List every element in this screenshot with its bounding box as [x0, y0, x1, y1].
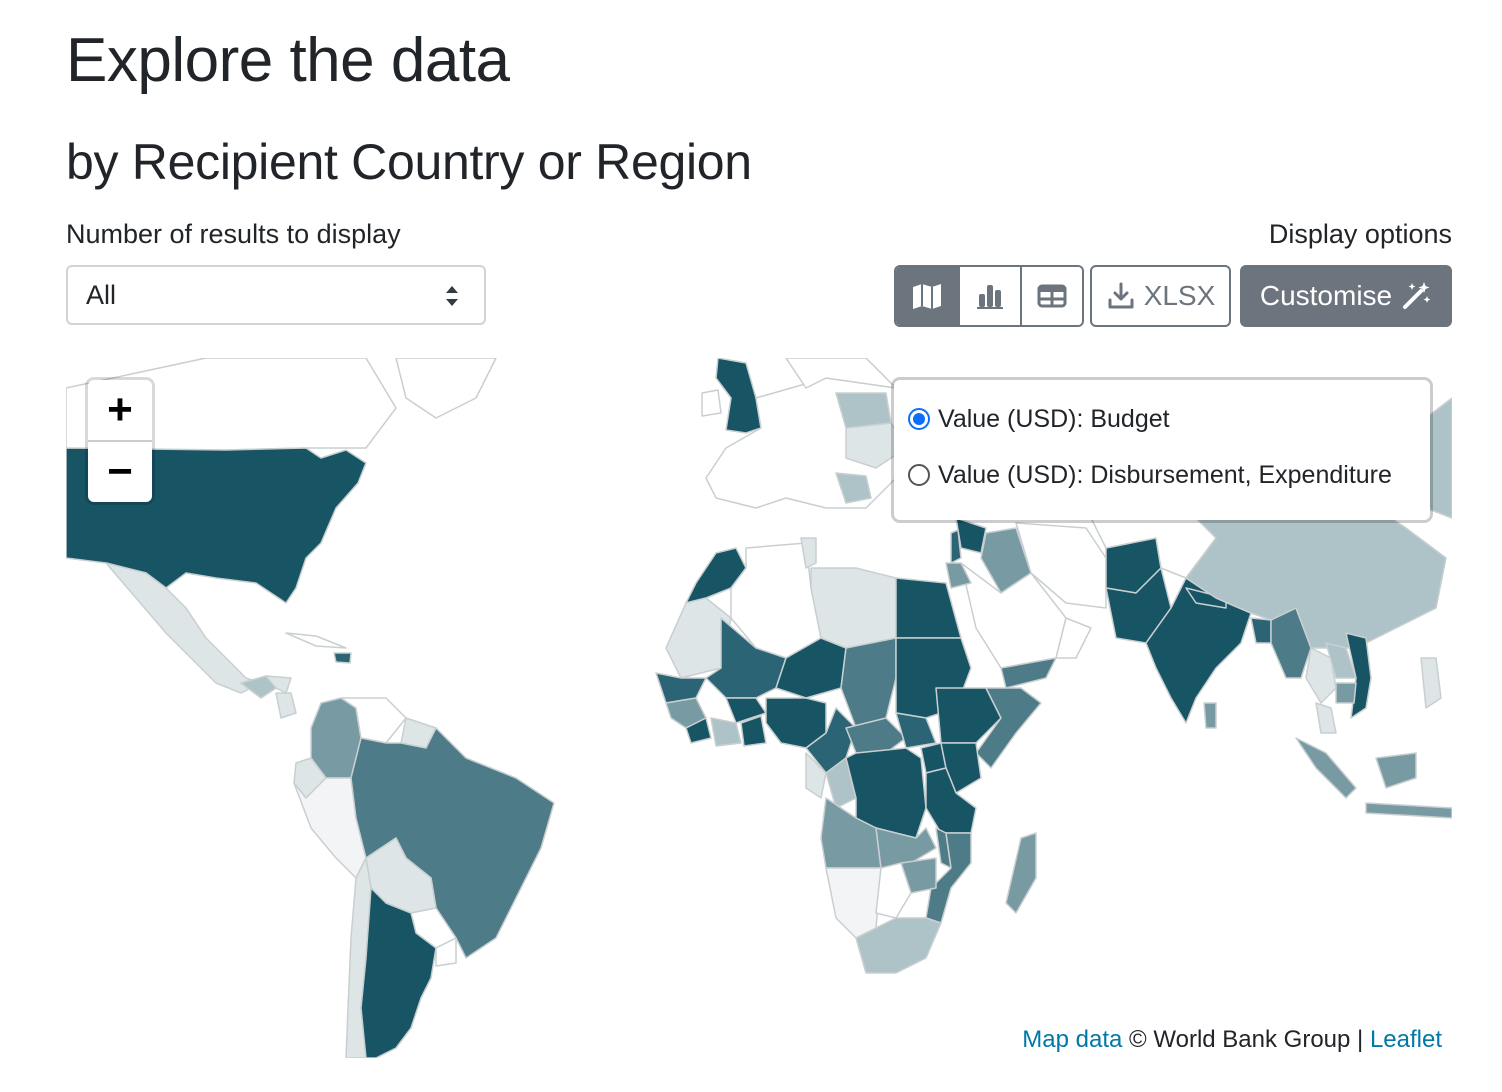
map-icon	[913, 284, 941, 309]
map-country-malaysia[interactable]	[1315, 702, 1337, 734]
map-country-yemen[interactable]	[1000, 657, 1057, 689]
map-country-central-african-republic[interactable]	[845, 717, 907, 754]
map-country-balkans[interactable]	[835, 472, 872, 504]
download-xlsx-button[interactable]: XLSX	[1090, 265, 1231, 327]
map-country-vietnam[interactable]	[1345, 632, 1372, 719]
map-country-gabon[interactable]	[805, 752, 827, 799]
map-country-morocco[interactable]	[685, 547, 747, 604]
results-count-select[interactable]: All	[66, 265, 486, 325]
map-country-thailand[interactable]	[1305, 647, 1337, 704]
magic-wand-icon	[1403, 282, 1431, 309]
layer-option-budget[interactable]: Value (USD): Budget	[908, 400, 1416, 438]
leaflet-link[interactable]: Leaflet	[1369, 1026, 1442, 1053]
map-country-bangladesh[interactable]	[1250, 617, 1272, 644]
map-country-tanzania[interactable]	[925, 767, 977, 834]
map-country-south-sudan[interactable]	[895, 712, 937, 749]
bar-chart-view-button[interactable]	[958, 267, 1020, 325]
map-country-botswana[interactable]	[875, 862, 912, 919]
table-view-button[interactable]	[1020, 267, 1082, 325]
map-view-button[interactable]	[896, 267, 958, 325]
zoom-control: + −	[88, 380, 152, 502]
customise-label: Customise	[1259, 280, 1393, 311]
xlsx-label: XLSX	[1143, 280, 1216, 311]
map-country-senegal[interactable]	[655, 672, 707, 704]
table-icon	[1037, 284, 1067, 308]
map-country-nicaragua[interactable]	[275, 692, 297, 719]
map-country-philippines[interactable]	[1420, 657, 1442, 709]
section-title: by Recipient Country or Region	[66, 134, 752, 190]
attribution-copyright: © World Bank Group |	[1129, 1026, 1364, 1053]
map-country-haiti[interactable]	[333, 652, 352, 664]
map-country-belarus[interactable]	[835, 392, 892, 429]
map-country-uruguay[interactable]	[435, 937, 457, 967]
map-country-lebanon[interactable]	[950, 529, 962, 564]
map-country-sierra-leone[interactable]	[685, 717, 712, 744]
map-country-south-africa[interactable]	[855, 917, 942, 974]
map-country-drc[interactable]	[845, 747, 927, 839]
budget-layer-label: Value (USD): Budget	[938, 404, 1170, 433]
map-country-libya[interactable]	[810, 567, 897, 649]
map-country-ukraine[interactable]	[845, 422, 907, 469]
layer-selector: Value (USD): Budget Value (USD): Disburs…	[894, 380, 1430, 520]
map-country-ireland[interactable]	[701, 389, 722, 417]
bar-chart-icon	[977, 285, 1003, 309]
results-count-label: Number of results to display	[66, 219, 401, 249]
map-country-sri-lanka[interactable]	[1203, 702, 1217, 729]
layer-option-disbursement[interactable]: Value (USD): Disbursement, Expenditure	[908, 456, 1416, 494]
customise-button[interactable]: Customise	[1240, 265, 1452, 327]
map-country-ghana[interactable]	[740, 715, 767, 747]
map-country-cuba[interactable]	[285, 632, 347, 649]
map-country-ethiopia[interactable]	[935, 687, 1002, 744]
map-country-cote-divoire[interactable]	[710, 717, 742, 747]
view-toggle-group	[894, 265, 1084, 327]
map-country-chad[interactable]	[840, 637, 897, 729]
map-country-india[interactable]	[1145, 577, 1252, 724]
page-title: Explore the data	[66, 26, 510, 95]
zoom-out-button[interactable]: −	[88, 440, 152, 502]
map-country-scandinavia[interactable]	[785, 358, 897, 389]
map-country-madagascar[interactable]	[1005, 832, 1037, 914]
results-count-value: All	[86, 279, 117, 310]
map-country-greenland[interactable]	[395, 358, 497, 419]
map-country-mexico[interactable]	[105, 562, 262, 694]
map-country-argentina[interactable]	[360, 887, 437, 1058]
map-country-jordan[interactable]	[945, 562, 972, 589]
map-attribution: Map data © World Bank Group | Leaflet	[1022, 1026, 1442, 1054]
map-country-namibia[interactable]	[825, 867, 882, 939]
display-options-label: Display options	[1268, 219, 1452, 249]
map-country-united-kingdom[interactable]	[715, 358, 762, 434]
budget-radio[interactable]	[908, 408, 930, 430]
map-country-tunisia[interactable]	[800, 537, 817, 569]
disbursement-layer-label: Value (USD): Disbursement, Expenditure	[938, 460, 1392, 489]
choropleth-map[interactable]	[66, 358, 1452, 1058]
zoom-in-button[interactable]: +	[107, 385, 133, 434]
map-country-oman[interactable]	[1055, 617, 1092, 659]
download-icon	[1108, 282, 1134, 309]
world-map-canvas[interactable]	[66, 358, 1452, 1058]
select-arrows-icon	[446, 286, 458, 306]
disbursement-radio[interactable]	[908, 464, 930, 486]
map-country-somalia[interactable]	[975, 687, 1042, 769]
map-country-indonesia[interactable]	[1295, 737, 1452, 819]
map-data-link[interactable]: Map data	[1022, 1026, 1123, 1053]
map-country-cambodia[interactable]	[1335, 682, 1357, 704]
